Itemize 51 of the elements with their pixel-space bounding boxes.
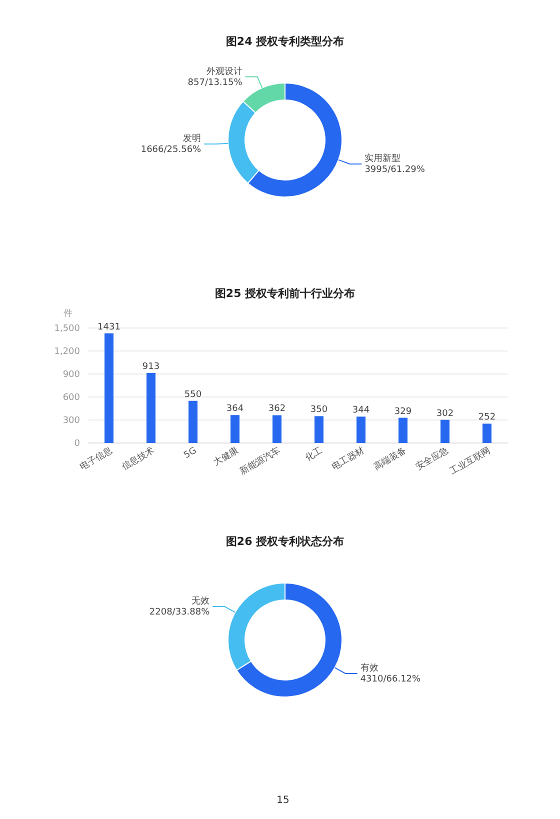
data-label: 344: [352, 406, 370, 416]
data-label: 3995/61.29%: [364, 164, 426, 175]
data-label: 364: [226, 404, 244, 414]
data-label: 550: [184, 390, 202, 400]
data-label: 329: [394, 406, 412, 417]
data-label: 1431: [98, 322, 120, 332]
x-tick-label: 大健康: [212, 445, 240, 468]
chart-title: 图26 授权专利状态分布: [226, 535, 344, 548]
data-label: 4310/66.12%: [360, 674, 422, 684]
y-tick-label: 900: [62, 370, 80, 380]
bar: [188, 400, 198, 443]
y-tick-label: 1,500: [54, 324, 80, 334]
data-label: 302: [436, 408, 454, 419]
bar: [146, 373, 156, 443]
bar: [356, 416, 366, 443]
slice-label: 外观设计: [206, 66, 242, 77]
x-tick-label: 5G: [182, 446, 199, 461]
bar: [230, 415, 240, 443]
bar: [440, 420, 450, 443]
bar: [104, 333, 114, 443]
slice-label: 实用新型: [364, 152, 401, 164]
y-tick-label: 300: [62, 416, 80, 426]
x-tick-label: 电子信息: [78, 445, 114, 473]
x-tick-label: 信息技术: [120, 445, 156, 473]
data-label: 857/13.15%: [188, 78, 243, 88]
bar: [314, 416, 324, 443]
x-tick-label: 化工: [303, 445, 324, 464]
chart-title: 图25 授权专利前十行业分布: [214, 287, 356, 300]
y-axis-title: 件: [64, 308, 72, 319]
data-label: 350: [310, 405, 328, 416]
x-tick-label: 安全应急: [414, 445, 450, 473]
y-tick-label: 1,200: [54, 347, 80, 357]
y-tick-label: 0: [74, 439, 80, 449]
x-tick-label: 工业互联网: [448, 445, 492, 478]
data-label: 252: [478, 412, 496, 423]
data-label: 1666/25.56%: [140, 145, 202, 156]
x-tick-label: 高端装备: [372, 445, 408, 473]
y-tick-label: 600: [62, 393, 80, 403]
text: 15: [276, 795, 290, 806]
bar: [272, 415, 282, 443]
data-label: 913: [142, 362, 160, 372]
chart-title: 图24 授权专利类型分布: [226, 35, 344, 48]
data-label: 362: [268, 404, 286, 414]
slice-label: 发明: [183, 133, 202, 144]
bar: [398, 418, 408, 443]
bar: [482, 424, 492, 443]
x-tick-label: 新能源汽车: [238, 445, 282, 478]
slice-label: 有效: [360, 662, 378, 674]
slice-label: 无效: [192, 596, 210, 607]
data-label: 2208/33.88%: [149, 608, 210, 618]
x-tick-label: 电工器材: [330, 445, 366, 473]
